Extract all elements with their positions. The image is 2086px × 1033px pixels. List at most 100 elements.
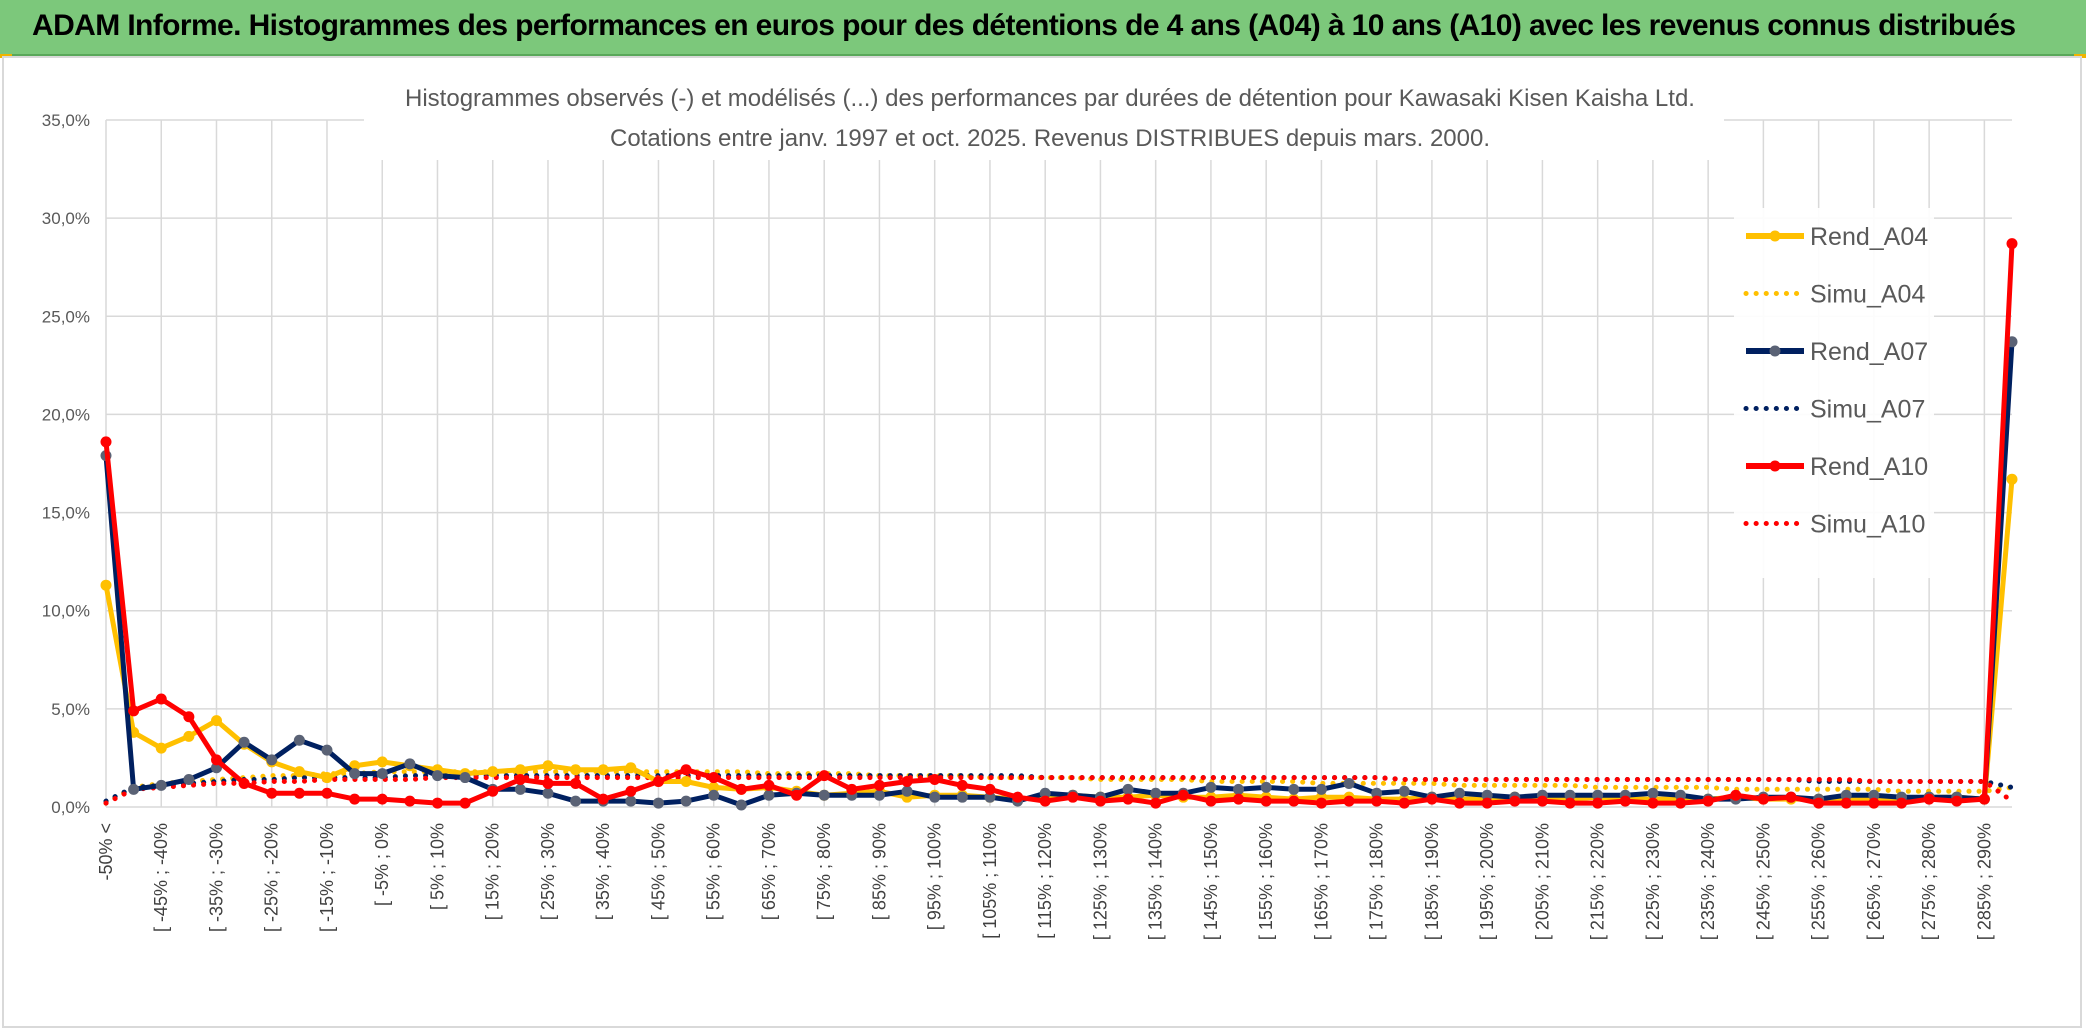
x-tick-label: [ 205% ; 210% [1532, 823, 1552, 940]
data-point-rend-a10 [293, 787, 305, 799]
data-point-rend-a10 [597, 793, 609, 805]
x-tick-label: [ 235% ; 240% [1698, 823, 1718, 940]
data-point-rend-a10 [1371, 795, 1383, 807]
data-point-rend-a10 [1122, 793, 1134, 805]
data-point-rend-a10 [128, 705, 140, 717]
data-point-rend-a10 [763, 779, 775, 791]
data-point-rend-a10 [1315, 797, 1327, 809]
x-tick-label: [ 175% ; 180% [1367, 823, 1387, 940]
data-point-rend-a10 [1592, 797, 1604, 809]
data-point-rend-a10 [238, 777, 250, 789]
data-point-rend-a07 [570, 795, 582, 807]
legend-marker-rend-a07 [1769, 345, 1781, 357]
histogram-chart: 0,0% 5,0% 10,0% 15,0% 20,0% 25,0% 30,0% 35,0% -5… [42, 78, 2018, 940]
data-point-rend-a10 [1730, 789, 1742, 801]
data-point-rend-a04 [2006, 473, 2018, 485]
data-point-rend-a10 [2006, 238, 2018, 250]
data-point-rend-a10 [1094, 795, 1106, 807]
title-background [364, 78, 1724, 160]
data-point-rend-a04 [680, 775, 692, 787]
x-tick-label: [ 165% ; 170% [1311, 823, 1331, 940]
data-point-rend-a10 [1426, 793, 1438, 805]
legend-label-simu-a04: Simu_A04 [1810, 281, 1925, 309]
data-point-rend-a07 [1233, 783, 1245, 795]
data-point-rend-a04 [183, 730, 195, 742]
series-line-simu-a07 [103, 773, 2015, 804]
data-point-rend-a04 [597, 764, 609, 776]
legend-label-simu-a10: Simu_A10 [1810, 511, 1925, 539]
y-tick-label: 10,0% [42, 602, 90, 621]
data-point-rend-a07 [1564, 789, 1576, 801]
x-tick-label: [ -15% ; -10% [317, 823, 337, 932]
data-point-rend-a10 [873, 779, 885, 791]
legend-label-simu-a07: Simu_A07 [1810, 396, 1925, 424]
data-point-rend-a04 [487, 766, 499, 778]
x-tick-label: [ 95% ; 100% [925, 823, 945, 930]
x-tick-label: [ 125% ; 130% [1090, 823, 1110, 940]
x-tick-label: [ 65% ; 70% [759, 823, 779, 920]
x-tick-label: [ 275% ; 280% [1919, 823, 1939, 940]
x-tick-label: [ 145% ; 150% [1201, 823, 1221, 940]
data-point-rend-a07 [652, 797, 664, 809]
x-tick-label: [ -45% ; -40% [151, 823, 171, 932]
data-point-rend-a07 [431, 770, 443, 782]
data-point-rend-a10 [1205, 795, 1217, 807]
data-point-rend-a10 [1343, 795, 1355, 807]
data-point-rend-a10 [1785, 791, 1797, 803]
x-tick-label: [ 265% ; 270% [1864, 823, 1884, 940]
data-point-rend-a10 [1923, 793, 1935, 805]
data-point-rend-a10 [100, 436, 112, 448]
legend-label-rend-a10: Rend_A10 [1810, 453, 1928, 481]
data-point-rend-a07 [128, 783, 140, 795]
data-point-rend-a07 [1288, 783, 1300, 795]
data-point-rend-a10 [514, 774, 526, 786]
y-tick-label: 15,0% [42, 504, 90, 523]
data-point-rend-a10 [1840, 797, 1852, 809]
series-line-rend-a07 [103, 341, 2015, 808]
data-point-rend-a04 [625, 762, 637, 774]
data-point-rend-a10 [929, 774, 941, 786]
data-point-rend-a10 [1150, 797, 1162, 809]
x-tick-label: [ 185% ; 190% [1422, 823, 1442, 940]
data-point-rend-a10 [846, 783, 858, 795]
legend-label-rend-a07: Rend_A07 [1810, 338, 1928, 366]
data-point-rend-a04 [542, 760, 554, 772]
legend-background [1734, 208, 1934, 578]
data-point-rend-a07 [735, 799, 747, 811]
data-point-rend-a10 [404, 795, 416, 807]
data-point-rend-a07 [1481, 789, 1493, 801]
y-tick-label: 35,0% [42, 111, 90, 130]
data-point-rend-a10 [1536, 795, 1548, 807]
data-point-rend-a10 [542, 777, 554, 789]
data-point-rend-a07 [459, 772, 471, 784]
data-point-rend-a10 [1288, 795, 1300, 807]
x-tick-label: [ -5% ; 0% [372, 823, 392, 906]
data-point-rend-a07 [376, 768, 388, 780]
x-tick-label: [ 55% ; 60% [704, 823, 724, 920]
data-point-rend-a07 [1260, 781, 1272, 793]
x-tick-label: [ 135% ; 140% [1146, 823, 1166, 940]
x-tick-label: [ 25% ; 30% [538, 823, 558, 920]
series-line-rend-a10 [103, 243, 2015, 806]
data-point-rend-a10 [1260, 795, 1272, 807]
data-point-rend-a10 [1233, 793, 1245, 805]
x-tick-label: [ 45% ; 50% [648, 823, 668, 920]
x-tick-label: [ 75% ; 80% [814, 823, 834, 920]
data-point-rend-a10 [210, 754, 222, 766]
y-tick-label: 25,0% [42, 307, 90, 326]
data-point-rend-a07 [1122, 783, 1134, 795]
data-point-rend-a07 [1371, 787, 1383, 799]
data-point-rend-a10 [1978, 793, 1990, 805]
y-tick-label: 30,0% [42, 209, 90, 228]
x-tick-label: [ 155% ; 160% [1256, 823, 1276, 940]
data-point-rend-a07 [1675, 789, 1687, 801]
data-point-rend-a07 [763, 789, 775, 801]
data-point-rend-a10 [1398, 797, 1410, 809]
data-point-rend-a07 [542, 787, 554, 799]
data-point-rend-a10 [1951, 795, 1963, 807]
data-point-rend-a07 [293, 734, 305, 746]
data-point-rend-a07 [183, 774, 195, 786]
data-point-rend-a10 [155, 693, 167, 705]
data-point-rend-a07 [708, 789, 720, 801]
data-point-rend-a04 [293, 766, 305, 778]
